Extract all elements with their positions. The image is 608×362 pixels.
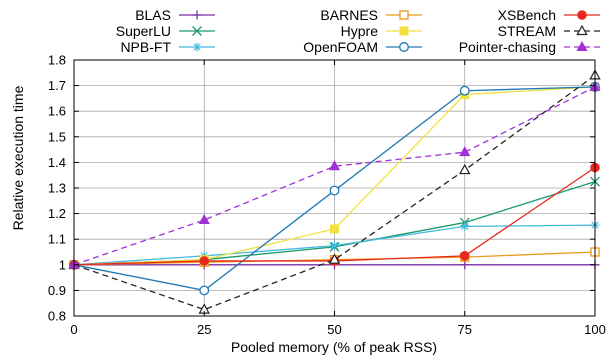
y-tick-label: 1.7 <box>48 78 66 93</box>
x-tick-label: 25 <box>197 322 211 337</box>
legend-label: BARNES <box>320 7 378 23</box>
data-point-openfoam <box>329 185 340 196</box>
x-tick-label: 0 <box>70 322 77 337</box>
legend-item-npb-ft: NPB-FT <box>120 39 215 55</box>
data-point-npb-ft <box>330 241 339 251</box>
legend-swatch-marker <box>192 26 202 36</box>
data-point-hypre <box>330 224 339 234</box>
data-point-stream <box>328 253 341 264</box>
y-tick-label: 1.8 <box>48 53 66 68</box>
legend-label: BLAS <box>135 7 171 23</box>
data-point-npb-ft <box>460 221 470 231</box>
x-axis-label: Pooled memory (% of peak RSS) <box>231 339 437 355</box>
data-point-pointer-chasing <box>328 160 341 171</box>
series-line-stream <box>73 74 596 311</box>
x-tick-label: 75 <box>458 322 472 337</box>
legend-swatch-marker <box>192 42 202 52</box>
legend-item-pointer-chasing: Pointer-chasing <box>459 39 600 55</box>
legend-item-blas: BLAS <box>135 7 215 23</box>
data-point-blas <box>460 260 470 270</box>
y-tick-label: 0.9 <box>48 283 66 298</box>
legend-item-hypre: Hypre <box>341 23 422 39</box>
legend-label: STREAM <box>498 23 556 39</box>
series-line-pointer-chasing <box>73 86 596 266</box>
y-tick-label: 0.8 <box>48 309 66 324</box>
legend-item-stream: STREAM <box>498 23 600 39</box>
legend-item-xsbench: XSBench <box>498 7 600 23</box>
y-tick-label: 1.1 <box>48 232 66 247</box>
tick-labels: 0.8 0.9 1 1.1 1.2 1.3 1.4 1.5 1.6 1.7 1.8 0 25 50 75 10… <box>48 53 606 338</box>
legend-swatch-marker <box>192 10 202 20</box>
legend-label: OpenFOAM <box>303 39 378 55</box>
y-tick-label: 1.3 <box>48 181 66 196</box>
data-point-openfoam <box>459 85 470 96</box>
x-tick-label: 50 <box>327 322 341 337</box>
legend-label: Pointer-chasing <box>459 39 556 55</box>
data-point-xsbench <box>459 251 470 261</box>
data-point-xsbench <box>199 256 210 266</box>
legend-label: XSBench <box>498 7 556 23</box>
legend-swatch-marker <box>399 26 409 36</box>
plot-frame <box>73 59 596 317</box>
y-tick-label: 1.2 <box>48 206 66 221</box>
legend-swatch-marker <box>576 40 588 51</box>
legend-item-openfoam: OpenFOAM <box>303 39 422 55</box>
data-point-pointer-chasing <box>198 213 210 224</box>
axes <box>73 59 596 317</box>
legend-swatch-marker <box>399 42 409 52</box>
y-axis-label: Relative execution time <box>10 85 26 230</box>
legend-swatch-marker <box>577 10 587 20</box>
legend-label: Hypre <box>341 23 379 39</box>
y-tick-label: 1.6 <box>48 104 66 119</box>
y-tick-label: 1.4 <box>48 155 66 170</box>
y-tick-label: 1.5 <box>48 129 66 144</box>
data-point-pointer-chasing <box>459 146 471 157</box>
data-point-stream <box>459 163 471 175</box>
x-tick-label: 100 <box>584 322 606 337</box>
legend-item-superlu: SuperLU <box>116 23 215 39</box>
legend-swatch-marker <box>576 24 588 36</box>
y-tick-label: 1 <box>59 257 66 272</box>
legend-item-barnes: BARNES <box>320 7 422 23</box>
data-point-openfoam <box>199 285 210 296</box>
legend-label: SuperLU <box>116 23 171 39</box>
legend-swatch-marker <box>399 10 409 20</box>
legend-label: NPB-FT <box>120 39 171 55</box>
